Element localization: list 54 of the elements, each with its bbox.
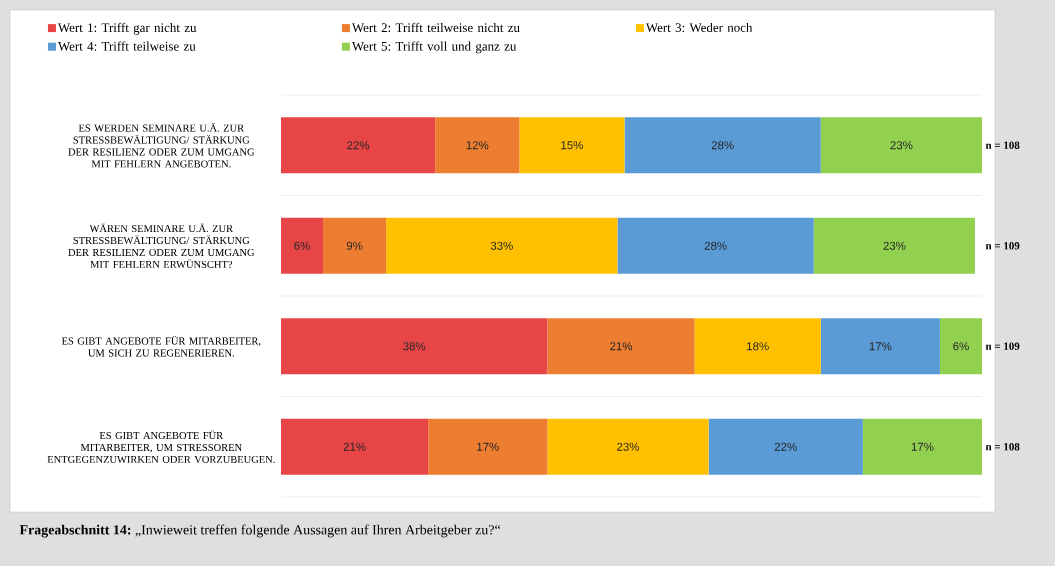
- data-label: 17%: [477, 442, 499, 451]
- bar: [820, 117, 983, 174]
- data-label: 21%: [343, 442, 366, 451]
- bar: [386, 217, 618, 274]
- data-label: 28%: [711, 141, 734, 150]
- data-label: 6%: [953, 342, 969, 351]
- bar: [323, 217, 387, 274]
- bar: [547, 318, 695, 375]
- data-label: 23%: [617, 442, 640, 451]
- y-tick-label: ES GIBT ANGEBOTE FÜR MITARBEITER, UM STRESSOREN ENTGEGENZUWIRKEN ODER VORZUBEUGEN.: [47, 430, 275, 464]
- bar: [694, 318, 821, 375]
- data-label: 23%: [883, 241, 906, 250]
- y-tick-label: WÄREN SEMINARE U.Ä. ZUR STRESSBEWÄLTIGUNG/ STÄRKUNG DER RESILIENZ ODER ZUM UMGANG MIT FEHLERN ERWÜNSCHT?: [68, 223, 255, 268]
- bar: [519, 117, 625, 174]
- bar: [862, 418, 983, 475]
- y-tick-label: ES GIBT ANGEBOTE FÜR MITARBEITER, UM SICH ZU REGENERIEREN.: [61, 335, 261, 357]
- bar: [428, 418, 548, 475]
- data-label: 23%: [890, 141, 913, 150]
- data-label: 18%: [747, 342, 769, 351]
- data-label: 9%: [346, 241, 363, 250]
- legend-label: Wert 4: Trifft teilweise zu: [57, 41, 196, 51]
- bar: [617, 217, 814, 274]
- data-label: 22%: [347, 141, 370, 150]
- text: n = 109: [985, 342, 1020, 350]
- bar: [435, 117, 520, 174]
- bar: [281, 217, 324, 274]
- data-label: 33%: [490, 241, 513, 250]
- legend-label: Wert 1: Trifft gar nicht zu: [57, 22, 197, 35]
- y-tick-label: ES WERDEN SEMINARE U.Ä. ZUR STRESSBEWÄLTIGUNG/ STÄRKUNG DER RESILIENZ ODER ZUM UMGANG MIT FEHLERN ANGEBOTEN.: [68, 123, 255, 168]
- bar: [624, 117, 821, 174]
- text: n = 108: [985, 141, 1020, 149]
- legend-label: Wert 2: Trifft teilweise nicht zu: [351, 22, 520, 33]
- data-label: 38%: [403, 342, 426, 351]
- data-label: 15%: [561, 141, 583, 150]
- data-label: 21%: [610, 342, 633, 351]
- data-label: 17%: [911, 442, 934, 451]
- bar: [547, 418, 709, 475]
- data-label: 6%: [294, 241, 310, 250]
- text: Frageabschnitt 14: „Inwieweit treffen folgende Aussagen auf Ihren Arbeitgeber zu?“: [19, 524, 501, 538]
- data-label: 22%: [774, 442, 797, 451]
- bar: [939, 318, 983, 375]
- bar: [281, 318, 548, 375]
- data-label: 12%: [466, 141, 489, 150]
- bar: [708, 418, 863, 475]
- text: n = 109: [985, 242, 1020, 250]
- bar: [820, 318, 940, 375]
- text: n = 108: [985, 443, 1020, 451]
- bar: [813, 217, 975, 274]
- legend-label: Wert 3: Weder noch: [645, 22, 753, 33]
- bar: [281, 418, 429, 475]
- bar: [281, 117, 436, 174]
- legend-label: Wert 5: Trifft voll und ganz zu: [351, 41, 517, 54]
- data-label: 17%: [869, 342, 892, 351]
- data-label: 28%: [704, 241, 727, 250]
